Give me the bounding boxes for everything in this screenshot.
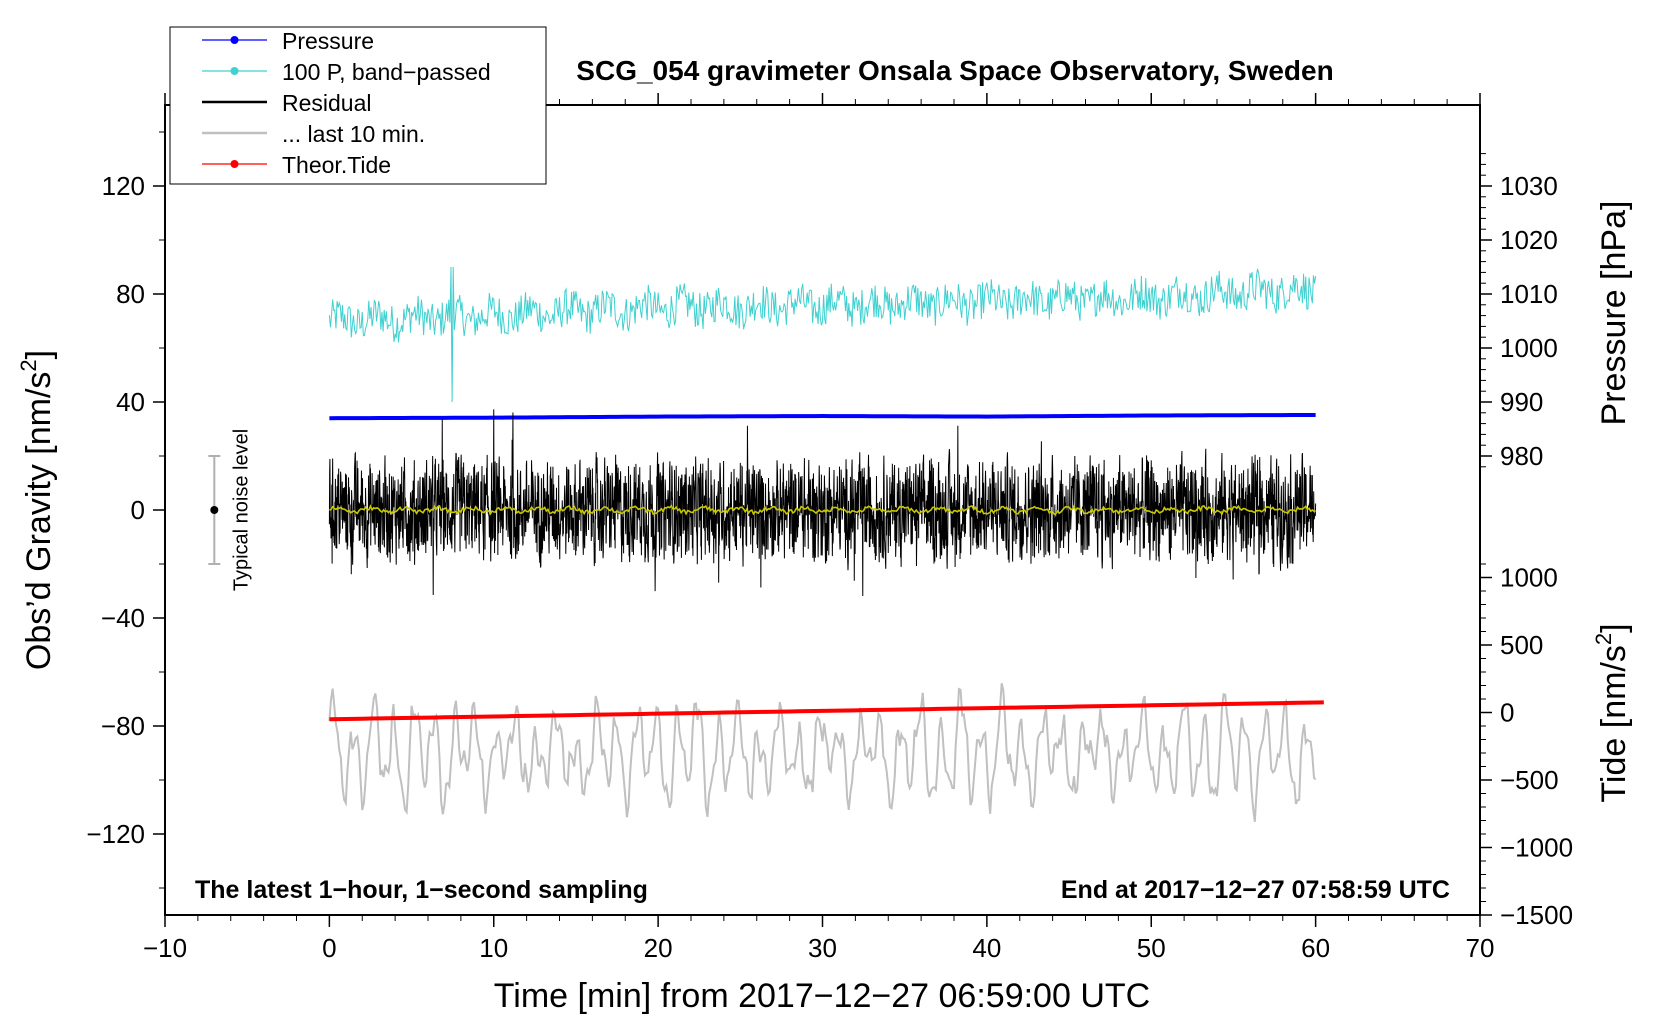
legend-label: Residual <box>282 90 372 116</box>
y-tick-label: 0 <box>131 495 145 525</box>
legend-label: 100 P, band−passed <box>282 59 491 85</box>
x-tick-label: 70 <box>1466 933 1495 963</box>
pressure-tick-label: 990 <box>1500 387 1543 417</box>
noise-bar-center-dot <box>210 506 219 514</box>
x-tick-label: 10 <box>479 933 508 963</box>
y-axis-label-tide: Tide [nm/s2] <box>1591 623 1633 802</box>
pressure-tick-label: 1010 <box>1500 279 1558 309</box>
y-tick-label: 120 <box>102 171 145 201</box>
y-tick-label: 40 <box>116 387 145 417</box>
series-100p-band-passed-line <box>328 266 1317 403</box>
tide-tick-label: −1500 <box>1500 900 1573 930</box>
y-tick-label: −80 <box>101 711 145 741</box>
x-tick-label: 0 <box>322 933 336 963</box>
x-tick-label: 60 <box>1301 933 1330 963</box>
pressure-tick-label: 1030 <box>1500 171 1558 201</box>
legend-marker <box>230 160 239 168</box>
legend-items: Pressure 100 P, band−passed Residual ... la… <box>202 28 491 178</box>
x-axis-label: Time [min] from 2017−12−27 06:59:00 UTC <box>494 977 1150 1015</box>
pressure-tick-label: 1000 <box>1500 333 1558 363</box>
annotation-sampling: The latest 1−hour, 1−second sampling <box>195 876 648 904</box>
tide-tick-label: −500 <box>1500 765 1559 795</box>
legend: Pressure 100 P, band−passed Residual ... la… <box>169 26 547 185</box>
series-last-10-min-line <box>328 683 1317 822</box>
series-residual-line <box>328 409 1317 596</box>
legend-box <box>169 26 547 185</box>
pressure-tick-label: 1020 <box>1500 225 1558 255</box>
axes: −10 0 10 20 30 40 50 60 70−120−80−40040801209809… <box>86 93 1573 963</box>
noise-bar-label: Typical noise level <box>230 429 252 591</box>
y-axis-label-pressure: Pressure [hPa] <box>1595 201 1633 426</box>
x-tick-label: 50 <box>1137 933 1166 963</box>
series-theor-tide-line <box>329 700 1324 722</box>
legend-marker <box>230 36 239 44</box>
legend-label: Pressure <box>282 28 374 54</box>
y-tick-label: −40 <box>101 603 145 633</box>
x-tick-label: 40 <box>972 933 1001 963</box>
tide-tick-label: 1000 <box>1500 563 1558 593</box>
tide-tick-label: 500 <box>1500 630 1543 660</box>
legend-label: Theor.Tide <box>282 152 391 178</box>
series-residual-smoothed-line <box>329 504 1316 516</box>
legend-marker <box>230 67 239 75</box>
legend-label: ... last 10 min. <box>282 121 425 147</box>
y-tick-label: 80 <box>116 279 145 309</box>
tide-tick-label: 0 <box>1500 698 1514 728</box>
x-tick-label: 30 <box>808 933 837 963</box>
chart-title: SCG_054 gravimeter Onsala Space Observat… <box>576 55 1333 86</box>
x-tick-label: −10 <box>143 933 187 963</box>
plot-traces <box>328 266 1324 822</box>
annotation-end-time: End at 2017−12−27 07:58:59 UTC <box>1061 876 1450 904</box>
y-axis-label-left: Obs’d Gravity [nm/s2] <box>16 350 58 670</box>
tide-tick-label: −1000 <box>1500 833 1573 863</box>
pressure-tick-label: 980 <box>1500 441 1543 471</box>
y-tick-label: −120 <box>86 819 145 849</box>
noise-level-indicator: Typical noise level <box>208 429 252 591</box>
x-tick-label: 20 <box>644 933 673 963</box>
